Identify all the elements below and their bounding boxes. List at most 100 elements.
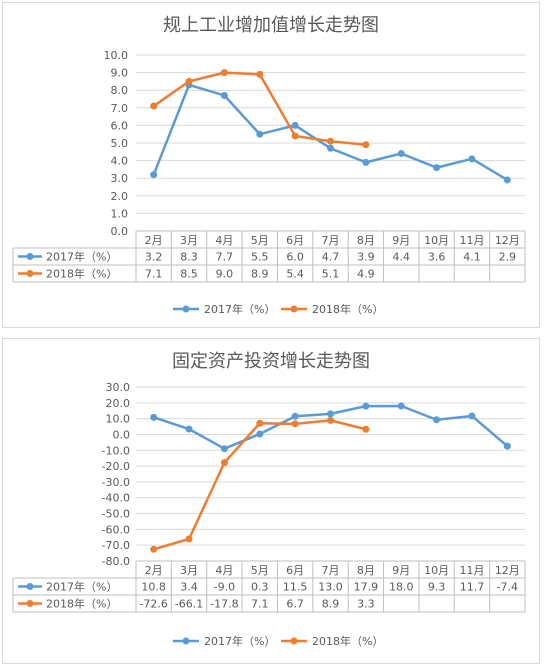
legend-marker xyxy=(290,305,298,313)
y-tick-label: 2.0 xyxy=(111,190,129,203)
data-table-value: 5.1 xyxy=(322,268,340,281)
chart-industrial: 0.0 1.0 2.0 3.0 4.0 5.0 6.0 7.0 8.0 9.0 10.0 2月 3月 4月… xyxy=(12,49,526,316)
series-line xyxy=(152,83,508,182)
data-table-value: 3.4 xyxy=(180,581,198,594)
y-tick-label: 0.0 xyxy=(113,428,131,441)
y-tick-label: 10.0 xyxy=(104,49,129,62)
data-point xyxy=(150,413,158,421)
y-tick-label: -50.0 xyxy=(102,508,130,521)
legend-label: 2017年（%） xyxy=(204,302,275,316)
x-category-label: 2月 xyxy=(145,234,163,247)
table-series-name: 2017年（%） xyxy=(46,250,117,264)
data-table-value: 8.3 xyxy=(180,251,198,264)
data-point xyxy=(468,412,476,420)
chart-panel-investment: 固定资产投资增长走势图 -80.0 -70.0 -60.0 -50.0 -40.0 -30… xyxy=(2,338,540,664)
data-point xyxy=(291,412,299,420)
legend-marker xyxy=(182,637,190,645)
data-point xyxy=(150,545,158,553)
data-table-value: 17.9 xyxy=(354,581,379,594)
chart-investment: -80.0 -70.0 -60.0 -50.0 -40.0 -30.0 -20.0 -10.0… xyxy=(12,381,526,648)
x-category-label: 7月 xyxy=(322,564,340,577)
data-point xyxy=(291,420,299,428)
y-tick-label: 30.0 xyxy=(106,381,131,394)
data-table-value: 8.5 xyxy=(180,268,198,281)
data-table-value: 4.9 xyxy=(357,268,375,281)
data-table-value: 11.7 xyxy=(460,581,485,594)
data-point xyxy=(185,535,193,543)
data-table-value: -72.6 xyxy=(139,598,167,611)
y-tick-label: 1.0 xyxy=(111,207,129,220)
y-tick-label: -60.0 xyxy=(102,523,130,536)
data-table-value: 3.2 xyxy=(145,251,163,264)
x-category-label: 5月 xyxy=(251,234,269,247)
x-category-label: 8月 xyxy=(357,234,375,247)
data-point xyxy=(362,158,370,166)
data-table-value: 8.9 xyxy=(322,598,340,611)
y-tick-label: 20.0 xyxy=(106,397,131,410)
data-point xyxy=(362,141,370,149)
x-category-label: 4月 xyxy=(215,564,233,577)
x-category-label: 9月 xyxy=(392,234,410,247)
data-table-value: 7.7 xyxy=(216,251,234,264)
data-point xyxy=(150,102,158,110)
y-tick-label: 6.0 xyxy=(111,119,129,132)
table-series-name: 2017年（%） xyxy=(46,580,117,594)
y-tick-label: 10.0 xyxy=(106,413,131,426)
data-table-value: 4.7 xyxy=(322,251,340,264)
data-table-value: 13.0 xyxy=(318,581,343,594)
data-table-value: 7.1 xyxy=(145,268,163,281)
data-point xyxy=(433,164,441,172)
data-point xyxy=(327,410,334,418)
data-point xyxy=(397,402,405,410)
y-tick-label: -70.0 xyxy=(102,539,130,552)
x-category-label: 9月 xyxy=(392,564,410,577)
data-point xyxy=(256,419,264,427)
series-line xyxy=(153,419,367,551)
legend-label: 2017年（%） xyxy=(204,634,275,648)
data-point xyxy=(256,430,264,438)
data-table-value: 4.4 xyxy=(392,251,410,264)
data-point xyxy=(256,130,264,138)
data-table-value: 11.5 xyxy=(283,581,308,594)
y-tick-label: -10.0 xyxy=(102,444,130,457)
data-point xyxy=(327,137,334,145)
y-tick-label: -20.0 xyxy=(102,460,130,473)
y-tick-label: 0.0 xyxy=(111,225,129,238)
chart-panel-industrial: 规上工业增加值增长走势图 0.0 1.0 2.0 3.0 4.0 5.0 6.0 7.0 8.0… xyxy=(2,2,540,328)
data-point xyxy=(503,176,511,184)
data-table-value: 5.4 xyxy=(286,268,304,281)
x-category-label: 12月 xyxy=(495,564,520,577)
data-table-value: 0.3 xyxy=(251,581,269,594)
data-point xyxy=(362,402,370,410)
data-point xyxy=(220,69,228,77)
data-point xyxy=(327,144,334,152)
x-category-label: 12月 xyxy=(495,234,520,247)
data-table-value: -9.0 xyxy=(214,581,235,594)
y-tick-label: 8.0 xyxy=(111,84,129,97)
data-point xyxy=(220,91,228,99)
x-category-label: 3月 xyxy=(180,564,198,577)
table-series-name: 2018年（%） xyxy=(46,597,117,611)
x-category-label: 3月 xyxy=(180,234,198,247)
data-point xyxy=(327,416,334,424)
table-legend-marker xyxy=(26,583,34,590)
y-tick-label: 9.0 xyxy=(111,67,129,80)
y-tick-label: 7.0 xyxy=(111,102,129,115)
x-category-label: 11月 xyxy=(459,234,484,247)
chart-title: 规上工业增加值增长走势图 xyxy=(163,15,379,36)
data-table-value: 9.0 xyxy=(216,268,234,281)
data-table-value: 2.9 xyxy=(499,251,517,264)
x-category-label: 5月 xyxy=(251,564,269,577)
y-tick-label: -40.0 xyxy=(102,492,130,505)
table-legend-marker xyxy=(26,253,34,260)
data-table-value: 3.3 xyxy=(357,598,375,611)
table-legend-marker xyxy=(26,600,34,607)
y-tick-label: 4.0 xyxy=(111,155,129,168)
data-table-value: 7.1 xyxy=(251,598,269,611)
data-point xyxy=(362,425,370,433)
data-point xyxy=(503,442,511,450)
y-tick-label: -80.0 xyxy=(102,555,130,568)
y-tick-label: -30.0 xyxy=(102,476,130,489)
legend-marker xyxy=(182,305,190,313)
y-tick-label: 5.0 xyxy=(111,137,129,150)
